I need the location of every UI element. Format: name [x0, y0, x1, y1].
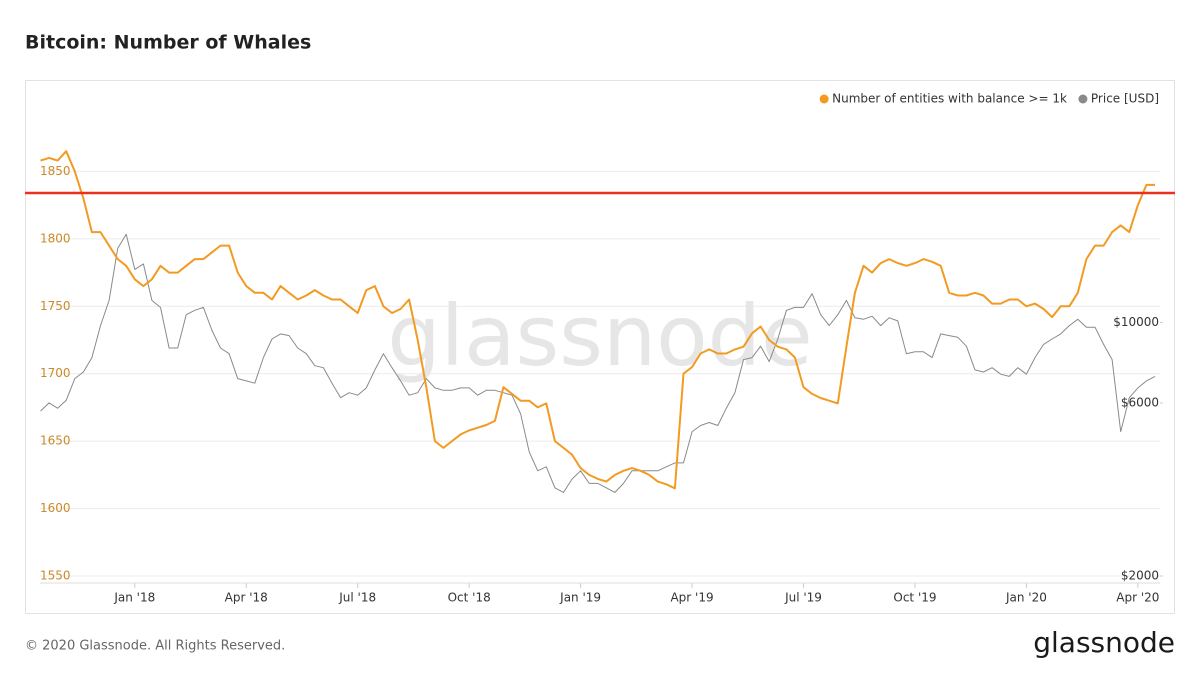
x-tick-label: Oct '18: [448, 591, 491, 605]
x-tick-label: Oct '19: [893, 591, 936, 605]
y2-tick-label: $10000: [1113, 315, 1159, 329]
series-line: [40, 150, 1155, 490]
y-tick-label: 1750: [40, 299, 71, 313]
y2-tick-label: $6000: [1121, 395, 1159, 409]
x-tick-label: Jan '20: [1005, 591, 1047, 605]
footer: © 2020 Glassnode. All Rights Reserved.: [25, 639, 285, 654]
logo: glassnode: [1033, 626, 1175, 659]
x-tick-label: Apr '19: [670, 591, 713, 605]
y-tick-label: 1600: [40, 501, 71, 515]
legend-label: Number of entities with balance >= 1k: [832, 92, 1067, 106]
y-tick-label: 1800: [40, 231, 71, 245]
y2-tick-label: $2000: [1121, 569, 1159, 583]
chart-panel: [25, 80, 1175, 614]
x-tick-label: Jul '18: [338, 591, 376, 605]
watermark: glassnode: [387, 287, 812, 385]
series-line: [40, 233, 1156, 493]
legend: Price [USD] Number of entities with balan…: [819, 92, 1159, 106]
y-tick-label: 1850: [40, 164, 71, 178]
chart-title: Bitcoin: Number of Whales: [25, 32, 311, 54]
y-tick-label: 1650: [40, 434, 71, 448]
x-tick-label: Apr '20: [1116, 591, 1159, 605]
x-tick-label: Jul '19: [784, 591, 822, 605]
x-tick-label: Jan '19: [559, 591, 601, 605]
legend-label: Price [USD]: [1091, 92, 1159, 106]
legend-marker: [819, 94, 829, 104]
x-tick-label: Apr '18: [225, 591, 268, 605]
legend-marker: [1078, 94, 1088, 104]
y-tick-label: 1700: [40, 366, 71, 380]
x-tick-label: Jan '18: [113, 591, 155, 605]
y-tick-label: 1550: [40, 569, 71, 583]
